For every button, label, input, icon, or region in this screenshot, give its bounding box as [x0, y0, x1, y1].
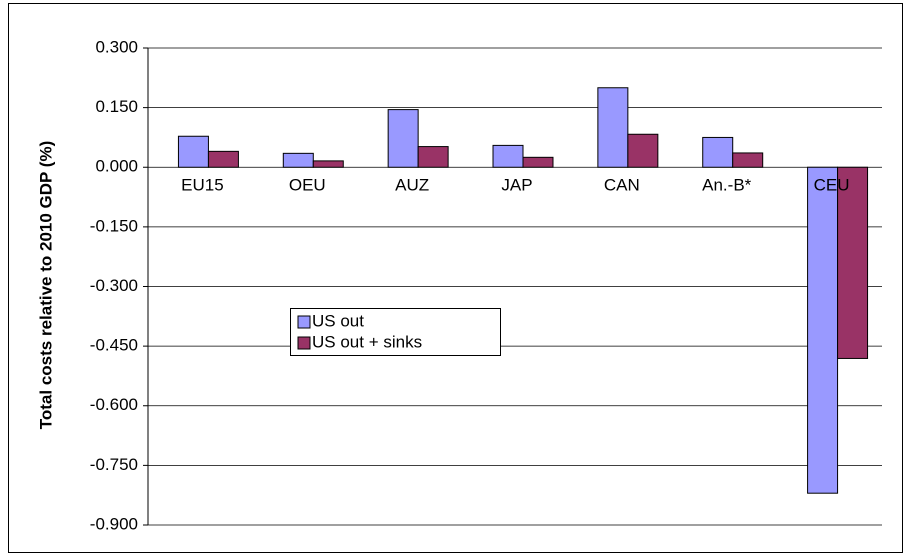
y-tick-label: 0.000 [95, 157, 138, 176]
bar [597, 87, 629, 168]
chart-frame [8, 3, 903, 553]
legend-label: US out + sinks [312, 332, 422, 351]
bar [207, 150, 239, 168]
y-tick-label: -0.150 [90, 216, 138, 235]
x-tick-label: OEU [289, 176, 326, 195]
bar [387, 109, 419, 168]
legend-swatch [297, 315, 311, 329]
x-tick-label: EU15 [181, 176, 224, 195]
x-tick-label: CAN [604, 176, 640, 195]
bar [837, 166, 869, 359]
y-tick-label: 0.150 [95, 97, 138, 116]
y-tick-label: -0.600 [90, 395, 138, 414]
y-axis-label: Total costs relative to 2010 GDP (%) [36, 141, 55, 429]
bar [177, 135, 209, 168]
legend-label: US out [312, 311, 364, 330]
legend-swatch [297, 336, 311, 350]
bar [492, 144, 524, 168]
bar [732, 152, 764, 168]
y-tick-label: -0.900 [90, 514, 138, 533]
x-tick-label: CEU [814, 176, 850, 195]
bar [627, 133, 659, 168]
bar [417, 146, 449, 168]
y-tick-label: -0.750 [90, 455, 138, 474]
y-tick-label: -0.450 [90, 336, 138, 355]
bar [522, 156, 554, 168]
x-tick-label: An.-B* [702, 176, 752, 195]
legend-box [290, 308, 501, 356]
bar [312, 160, 344, 168]
y-tick-label: 0.300 [95, 37, 138, 56]
x-tick-label: JAP [501, 176, 532, 195]
x-tick-label: AUZ [395, 176, 429, 195]
y-tick-label: -0.300 [90, 276, 138, 295]
bar [282, 152, 314, 168]
bar [702, 136, 734, 168]
bar [807, 166, 839, 494]
